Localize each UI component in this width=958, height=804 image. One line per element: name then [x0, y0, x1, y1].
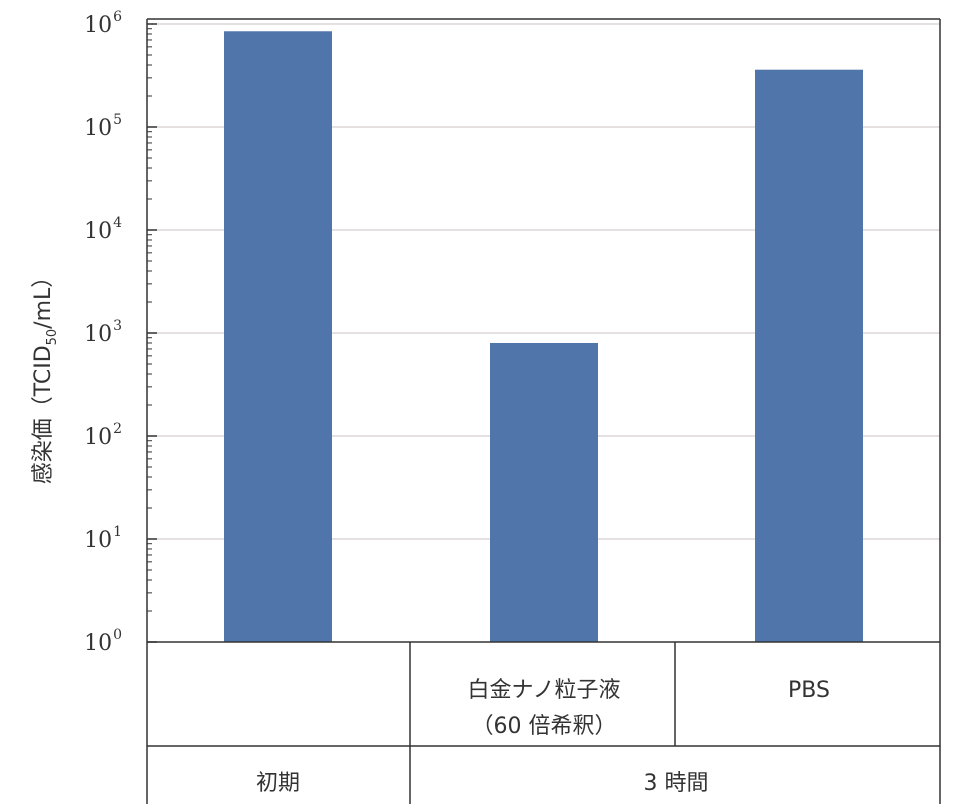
y-tick-label: 101 — [84, 524, 122, 553]
category-label-row2: 3 時間 — [644, 771, 709, 796]
axes — [146, 18, 941, 804]
y-tick-exponent: 0 — [113, 627, 122, 643]
y-tick-label: 106 — [84, 9, 122, 38]
category-label-row1: （60 倍希釈） — [472, 714, 617, 739]
y-tick-exponent: 2 — [113, 421, 122, 437]
y-tick-exponent: 1 — [113, 524, 122, 540]
bar-2 — [490, 342, 598, 642]
y-tick-exponent: 4 — [113, 215, 122, 231]
minor-ticks — [147, 28, 152, 612]
y-axis-label-suffix: /mL） — [31, 266, 56, 329]
y-tick-label: 103 — [84, 318, 122, 347]
y-tick-label: 104 — [84, 215, 122, 244]
category-labels: 白金ナノ粒子液 （60 倍希釈） PBS 初期 3 時間 — [256, 678, 830, 796]
y-tick-label: 105 — [84, 112, 122, 141]
y-tick-label: 102 — [84, 421, 122, 450]
y-tick-exponent: 6 — [113, 9, 122, 25]
y-tick-exponent: 5 — [113, 112, 122, 128]
bars — [224, 31, 863, 643]
y-axis-label-subscript: 50 — [45, 329, 60, 346]
category-label-row2: 初期 — [256, 771, 300, 796]
y-axis-label-main: 感染価（TCID — [31, 345, 56, 484]
bar-3 — [755, 69, 863, 642]
y-axis-label: 感染価（TCID50/mL） — [31, 266, 60, 485]
y-tick-exponent: 3 — [113, 318, 122, 334]
bar-1 — [224, 31, 332, 643]
y-tick-label: 100 — [84, 627, 122, 656]
category-label-row1: 白金ナノ粒子液 — [468, 678, 621, 703]
category-label-row1: PBS — [788, 678, 830, 703]
